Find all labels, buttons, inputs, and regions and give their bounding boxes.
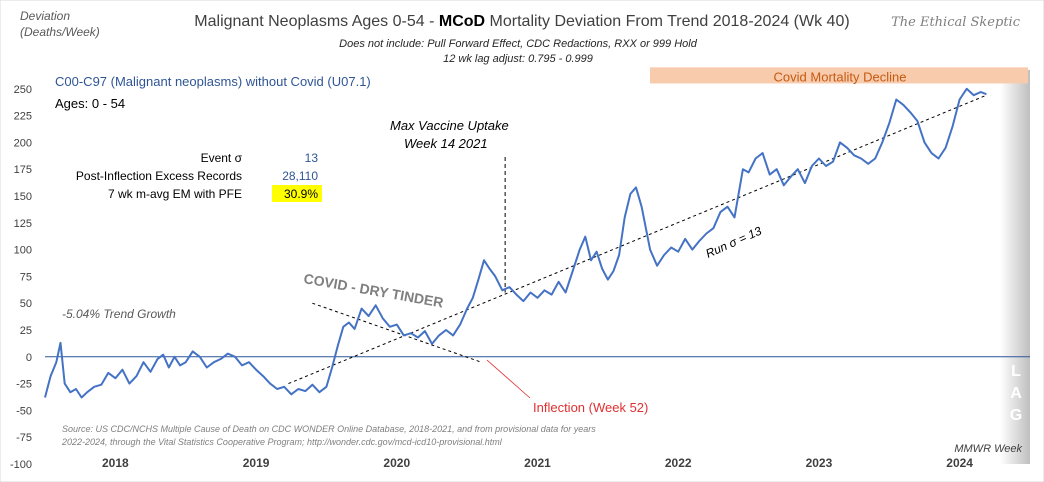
y-tick-label: 100 [14, 245, 32, 257]
vaccine-annotation-line1: Max Vaccine Uptake [390, 118, 509, 133]
title-suffix: Mortality Deviation From Trend 2018-2024… [485, 13, 850, 30]
x-tick-label: 2022 [665, 456, 692, 470]
y-tick-label: 225 [14, 111, 32, 123]
source-note-line2: 2022-2024, through the Vital Statistics … [61, 437, 503, 447]
series-line-malignant-neoplasms [44, 87, 987, 399]
x-tick-label: 2021 [524, 456, 551, 470]
lag-letter-a: A [1010, 385, 1022, 402]
vaccine-annotation-line2: Week 14 2021 [404, 136, 488, 151]
lag-letter-g: G [1010, 407, 1022, 424]
inflection-label: Inflection (Week 52) [533, 400, 648, 415]
y-tick-label: 0 [26, 352, 32, 364]
lag-band [1000, 70, 1030, 464]
series-label: C00-C97 (Malignant neoplasms) without Co… [55, 74, 371, 89]
y-tick-label: 200 [14, 137, 32, 149]
chart-subtitle-2: 12 wk lag adjust: 0.795 - 0.999 [443, 53, 593, 65]
stat-value: 30.9% [284, 187, 318, 201]
covid-decline-band: Covid Mortality Decline [650, 67, 1028, 84]
lag-letter-l: L [1011, 363, 1021, 380]
stat-label: Event σ [201, 151, 243, 165]
stats-table: Event σ 13 Post-Inflection Excess Records 2… [76, 151, 322, 202]
x-tick-label: 2020 [383, 456, 410, 470]
decline-band-rect [650, 67, 1028, 84]
x-tick-label: 2018 [102, 456, 129, 470]
ages-label: Ages: 0 - 54 [55, 96, 125, 111]
title-prefix: Malignant Neoplasms Ages 0-54 - [194, 13, 439, 30]
y-tick-label: -50 [16, 405, 32, 417]
x-tick-label: 2024 [946, 456, 973, 470]
inflection-pointer-line [486, 359, 531, 399]
watermark: The Ethical Skeptic [891, 15, 1021, 30]
y-tick-label: 50 [20, 298, 32, 310]
trend-growth-label: -5.04% Trend Growth [62, 307, 176, 321]
y-tick-label: -25 [16, 379, 32, 391]
x-tick-label: 2023 [806, 456, 833, 470]
y-tick-label: 175 [14, 164, 32, 176]
y-tick-label: 125 [14, 218, 32, 230]
source-note-line1: Source: US CDC/NCHS Multiple Cause of De… [62, 424, 596, 434]
stat-label: 7 wk m-avg EM with PFE [108, 187, 242, 201]
lag-shading [1000, 70, 1030, 464]
y-tick-label: 250 [14, 84, 32, 96]
x-tick-label: 2019 [243, 456, 270, 470]
y-axis-label-line2: (Deaths/Week) [20, 25, 100, 39]
title-bold: MCoD [439, 13, 485, 30]
x-axis-ticks: 2018 2019 2020 2021 2022 2023 2024 [102, 456, 973, 470]
stat-label: Post-Inflection Excess Records [76, 169, 242, 183]
stat-highlight [272, 185, 322, 202]
chart-subtitle-1: Does not include: Pull Forward Effect, C… [339, 38, 698, 50]
y-tick-label: 25 [20, 325, 32, 337]
y-axis-label-line1: Deviation [20, 9, 70, 23]
stat-value: 13 [305, 151, 319, 165]
decline-band-label: Covid Mortality Decline [774, 69, 907, 84]
y-axis-ticks: -100 -75 -50 -25 0 25 50 75 100 125 150 175 200 225 25… [10, 84, 32, 471]
chart-title: Malignant Neoplasms Ages 0-54 - MCoD Mor… [194, 13, 849, 30]
y-tick-label: 75 [20, 271, 32, 283]
stat-value: 28,110 [282, 169, 318, 183]
y-tick-label: -100 [10, 459, 32, 471]
y-tick-label: 150 [14, 191, 32, 203]
y-tick-label: -75 [16, 432, 32, 444]
mmwr-week-label: MMWR Week [954, 443, 1022, 455]
